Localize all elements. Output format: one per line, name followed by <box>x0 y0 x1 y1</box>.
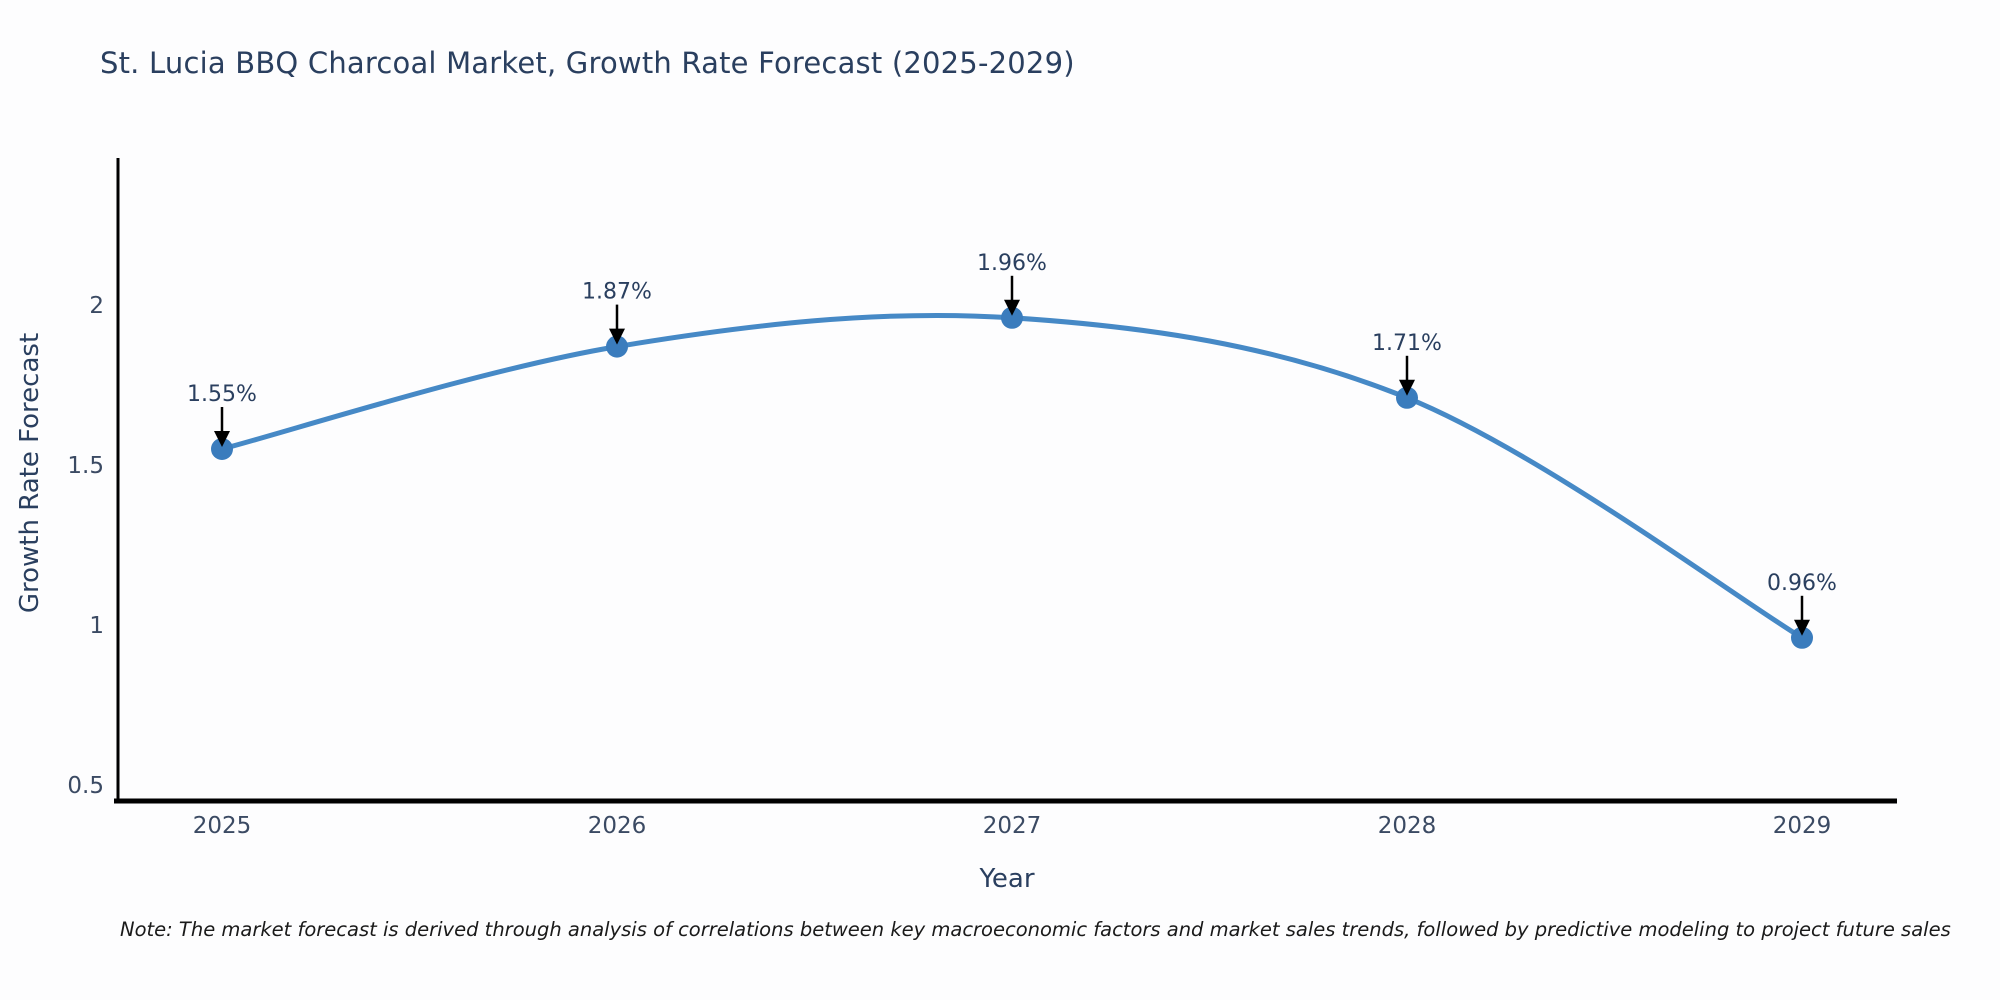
x-tick-label: 2027 <box>983 813 1042 839</box>
y-tick-label: 0.5 <box>67 773 104 799</box>
annotation-arrowhead-icon <box>214 431 230 447</box>
chart-title: St. Lucia BBQ Charcoal Market, Growth Ra… <box>100 46 1075 80</box>
data-point-marker <box>1396 386 1418 409</box>
x-tick-label: 2028 <box>1378 813 1437 839</box>
y-tick-label: 2 <box>89 293 104 319</box>
data-point-marker <box>211 438 233 460</box>
x-tick-label: 2026 <box>588 813 647 839</box>
annotation-arrowhead-icon <box>609 328 625 345</box>
data-point-marker <box>606 335 628 358</box>
data-point-marker <box>1001 306 1023 329</box>
annotation-label: 1.87% <box>582 280 652 305</box>
x-tick-label: 2029 <box>1773 813 1832 839</box>
y-axis-title: Growth Rate Forecast <box>15 332 45 614</box>
annotation-label: 1.96% <box>977 251 1047 276</box>
forecast-line <box>219 312 1805 641</box>
annotation-arrowhead-icon <box>1004 299 1020 316</box>
annotation-label: 1.71% <box>1372 331 1442 356</box>
y-tick-label: 1.5 <box>67 453 104 479</box>
x-axis-title: Year <box>979 864 1035 894</box>
annotation-label: 1.55% <box>187 382 257 407</box>
footnote: Note: The market forecast is derived thr… <box>120 918 1951 941</box>
annotation-label: 0.96% <box>1767 571 1837 596</box>
annotation-arrowhead-icon <box>1399 379 1415 396</box>
data-point-marker <box>1791 626 1813 649</box>
annotation-arrowhead-icon <box>1794 619 1810 636</box>
y-tick-label: 1 <box>89 613 104 639</box>
x-tick-label: 2025 <box>193 813 252 839</box>
